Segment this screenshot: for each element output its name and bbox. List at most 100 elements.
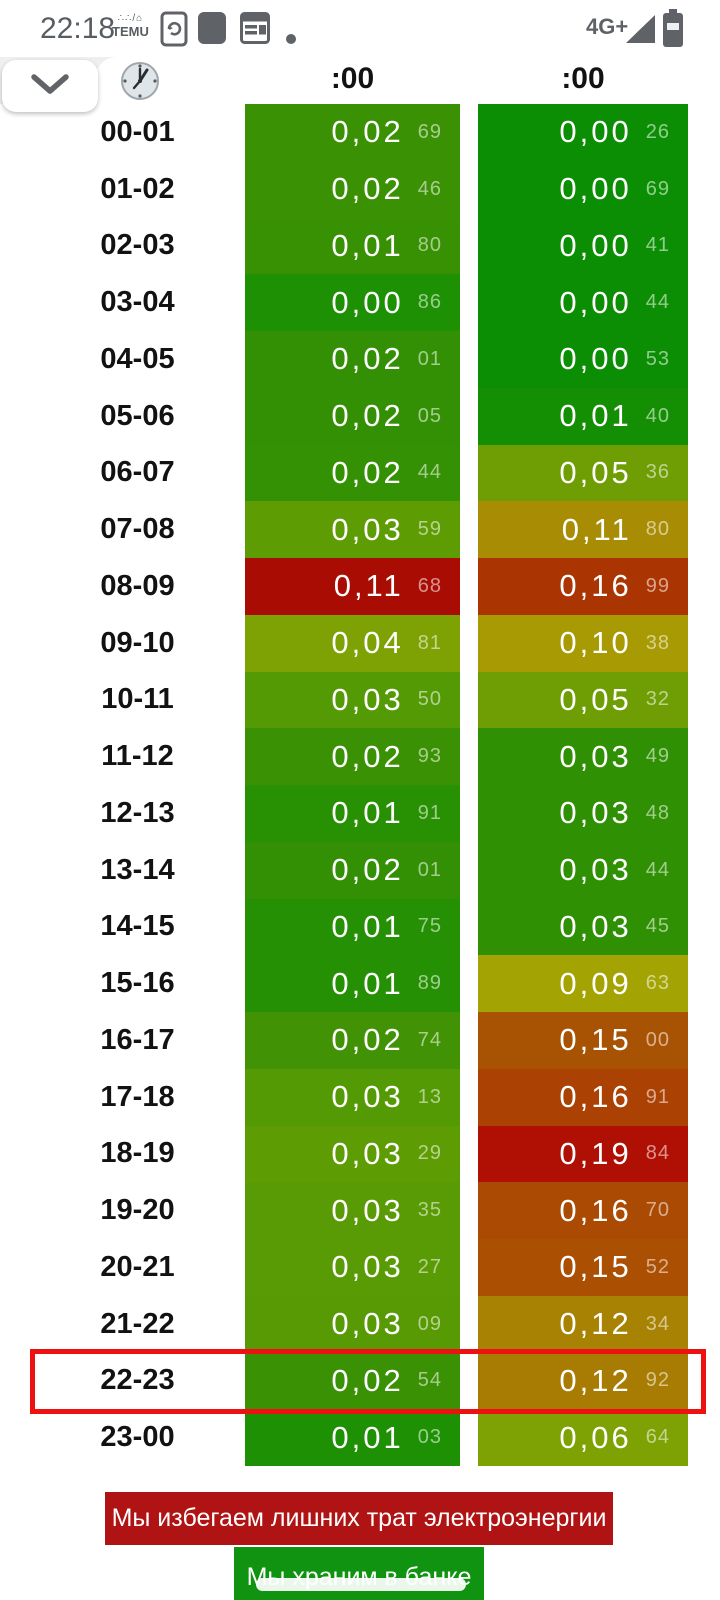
price-cell-col1[interactable]: 0,03 29 (245, 1125, 460, 1183)
hour-label: 06-07 (100, 456, 175, 489)
table-row: 23-00 0,01 03 0,06 64 (0, 1409, 720, 1466)
collapse-button[interactable] (2, 60, 98, 112)
price-subvalue: 86 (417, 291, 442, 314)
price-cell-col2[interactable]: 0,00 41 (478, 217, 688, 275)
price-cell-col2[interactable]: 0,03 49 (478, 728, 688, 785)
price-cell-col2[interactable]: 0,16 70 (478, 1182, 688, 1239)
price-subvalue: 99 (645, 574, 670, 597)
price-cell-col2[interactable]: 0,03 44 (478, 841, 688, 899)
hour-label: 19-20 (100, 1194, 175, 1227)
price-cell-col2[interactable]: 0,03 48 (478, 785, 688, 842)
price-cell-col1[interactable]: 0,01 80 (245, 217, 460, 275)
price-cell-col1[interactable]: 0,00 86 (245, 274, 460, 331)
price-subvalue: 89 (417, 972, 442, 995)
price-cell-col1[interactable]: 0,02 05 (245, 387, 460, 445)
price-cell-col2[interactable]: 0,00 69 (478, 160, 688, 218)
price-cell-col1[interactable]: 0,01 91 (245, 785, 460, 842)
hour-label: 05-06 (100, 399, 175, 432)
price-subvalue: 09 (417, 1312, 442, 1335)
price-value: 0,05 (559, 454, 632, 490)
hour-label: 01-02 (100, 172, 175, 205)
price-cell-col2[interactable]: 0,12 92 (478, 1352, 688, 1410)
price-subvalue: 03 (417, 1426, 442, 1449)
price-cell-col2[interactable]: 0,00 44 (478, 274, 688, 331)
price-cell-col2[interactable]: 0,16 99 (478, 558, 688, 615)
hour-label: 18-19 (100, 1137, 175, 1170)
price-cell-col1[interactable]: 0,04 81 (245, 614, 460, 672)
price-cell-col1[interactable]: 0,03 27 (245, 1239, 460, 1296)
price-cell-col1[interactable]: 0,02 01 (245, 331, 460, 388)
hour-label: 07-08 (100, 513, 175, 546)
price-subvalue: 69 (417, 120, 442, 143)
price-cell-col1[interactable]: 0,03 13 (245, 1068, 460, 1126)
price-cell-col1[interactable]: 0,01 89 (245, 955, 460, 1012)
table-row: 00-01 0,02 69 0,00 26 (0, 104, 720, 161)
column-gap (460, 274, 478, 331)
price-cell-col2[interactable]: 0,19 84 (478, 1125, 688, 1183)
column-gap (460, 899, 478, 956)
price-cell-col1[interactable]: 0,01 03 (245, 1409, 460, 1466)
price-value: 0,02 (331, 454, 404, 490)
price-subvalue: 93 (417, 745, 442, 768)
price-cell-col2[interactable]: 0,15 52 (478, 1239, 688, 1296)
price-subvalue: 38 (645, 631, 670, 654)
price-cell-col1[interactable]: 0,03 35 (245, 1182, 460, 1239)
price-cell-col1[interactable]: 0,02 69 (245, 104, 460, 161)
price-cell-col2[interactable]: 0,01 40 (478, 387, 688, 445)
price-cell-col1[interactable]: 0,03 09 (245, 1295, 460, 1353)
price-subvalue: 48 (645, 801, 670, 824)
price-cell-col2[interactable]: 0,03 45 (478, 898, 688, 956)
price-subvalue: 74 (417, 1028, 442, 1051)
table-row: 20-21 0,03 27 0,15 52 (0, 1239, 720, 1296)
column-gap (460, 445, 478, 502)
price-subvalue: 34 (645, 1312, 670, 1335)
column-gap (460, 558, 478, 615)
banner-avoid-waste[interactable]: Мы избегаем лишних трат электроэнергии (105, 1492, 613, 1545)
hour-label: 21-22 (100, 1307, 175, 1340)
price-value: 0,01 (559, 398, 632, 434)
price-cell-col2[interactable]: 0,15 00 (478, 1012, 688, 1069)
hour-label: 23-00 (100, 1421, 175, 1454)
table-row: 04-05 0,02 01 0,00 53 (0, 331, 720, 388)
price-value: 0,01 (331, 227, 404, 263)
price-value: 0,02 (331, 738, 404, 774)
price-cell-col2[interactable]: 0,09 63 (478, 955, 688, 1012)
price-value: 0,02 (331, 398, 404, 434)
battery-icon (663, 9, 683, 52)
column-gap (460, 218, 478, 275)
price-cell-col2[interactable]: 0,00 53 (478, 331, 688, 388)
price-value: 0,03 (331, 511, 404, 547)
price-subvalue: 53 (645, 347, 670, 370)
price-cell-col1[interactable]: 0,03 50 (245, 671, 460, 729)
table-row: 15-16 0,01 89 0,09 63 (0, 955, 720, 1012)
banner-bank-savings[interactable]: Мы храним в банке (234, 1547, 484, 1600)
price-cell-col1[interactable]: 0,03 59 (245, 501, 460, 558)
price-subvalue: 05 (417, 404, 442, 427)
price-cell-col1[interactable]: 0,02 44 (245, 444, 460, 502)
price-cell-col1[interactable]: 0,02 46 (245, 160, 460, 218)
table-row: 08-09 0,11 68 0,16 99 (0, 558, 720, 615)
price-cell-col1[interactable]: 0,11 68 (245, 558, 460, 615)
price-cell-col1[interactable]: 0,02 93 (245, 728, 460, 785)
price-cell-col2[interactable]: 0,10 38 (478, 614, 688, 672)
price-cell-col2[interactable]: 0,16 91 (478, 1068, 688, 1126)
price-cell-col1[interactable]: 0,01 75 (245, 898, 460, 956)
price-value: 0,00 (559, 227, 632, 263)
price-cell-col2[interactable]: 0,05 36 (478, 444, 688, 502)
price-value: 0,03 (559, 908, 632, 944)
price-cell-col1[interactable]: 0,02 54 (245, 1352, 460, 1410)
price-value: 0,03 (331, 1249, 404, 1285)
table-row: 12-13 0,01 91 0,03 48 (0, 785, 720, 842)
price-cell-col1[interactable]: 0,02 01 (245, 841, 460, 899)
price-cell-col2[interactable]: 0,06 64 (478, 1409, 688, 1466)
price-subvalue: 92 (645, 1369, 670, 1392)
price-cell-col2[interactable]: 0,00 26 (478, 104, 688, 161)
price-cell-col1[interactable]: 0,02 74 (245, 1012, 460, 1069)
column-gap (460, 388, 478, 445)
clock-icon[interactable] (120, 61, 160, 101)
price-cell-col2[interactable]: 0,11 80 (478, 501, 688, 558)
price-cell-col2[interactable]: 0,12 34 (478, 1295, 688, 1353)
banner-red-label: Мы избегаем лишних трат электроэнергии (111, 1504, 607, 1532)
price-cell-col2[interactable]: 0,05 32 (478, 671, 688, 729)
price-subvalue: 01 (417, 347, 442, 370)
